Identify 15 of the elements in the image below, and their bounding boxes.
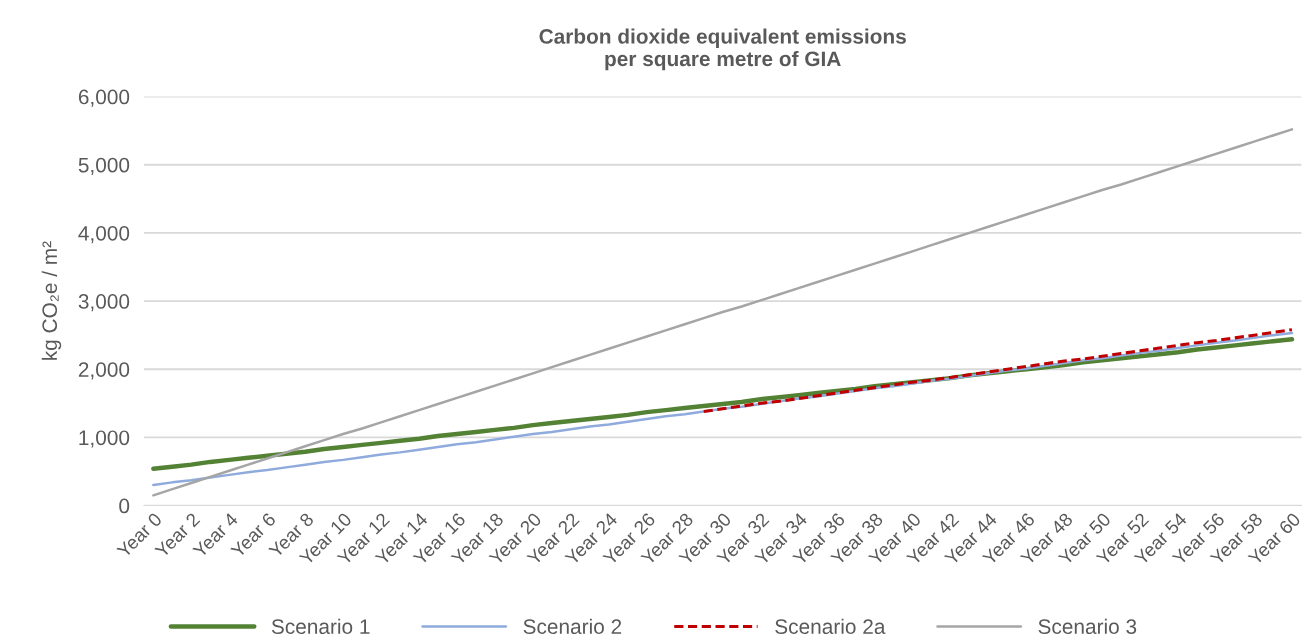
y-tick-label: 0 <box>119 498 130 514</box>
legend-label: Scenario 2 <box>523 618 622 635</box>
line-series <box>702 328 1294 414</box>
y-axis-title: kg CO₂e / m² <box>41 241 62 360</box>
y-tick-label: 2,000 <box>78 362 130 380</box>
y-tick-label: 6,000 <box>78 89 130 107</box>
y-tick-label: 4,000 <box>78 225 130 244</box>
y-tick-label: 1,000 <box>79 430 130 448</box>
chart-title: Carbon dioxide equivalent emissions per square metre of GIA <box>539 28 906 71</box>
legend-label: Scenario 3 <box>1038 618 1137 635</box>
y-tick-label: 3,000 <box>78 294 130 312</box>
legend-label: Scenario 2a <box>775 618 886 635</box>
legend-label: Scenario 1 <box>271 618 370 635</box>
line-series <box>152 128 1294 497</box>
y-tick-label: 5,000 <box>78 157 130 175</box>
